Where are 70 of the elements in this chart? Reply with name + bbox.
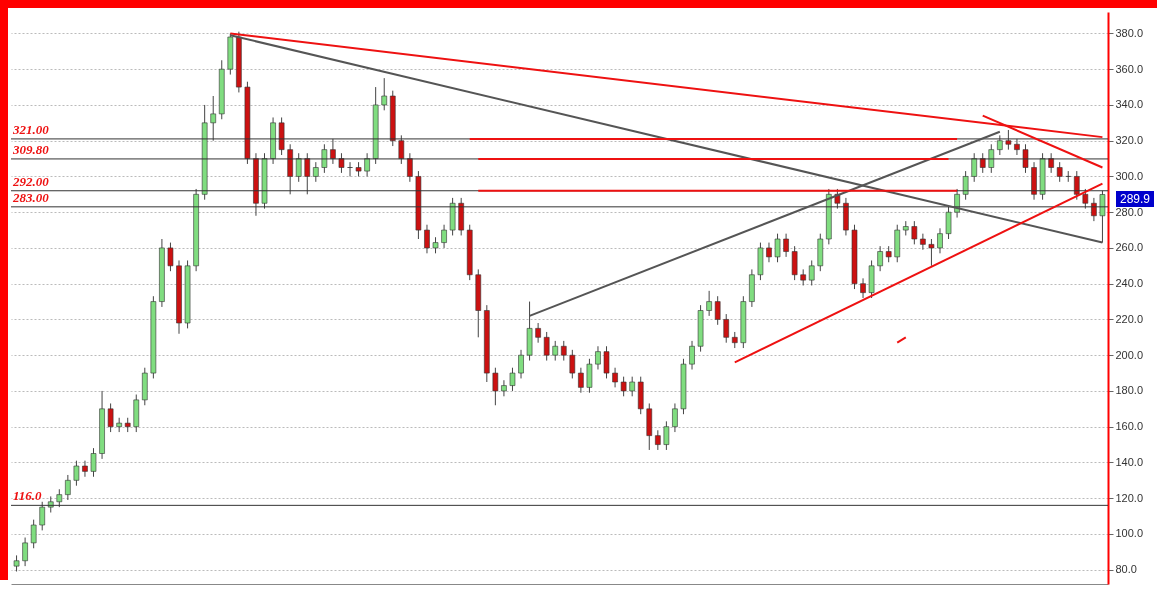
candlestick [22, 537, 28, 567]
candlestick [543, 331, 550, 362]
candlestick [552, 340, 559, 362]
ref-line-label: 321.00 [12, 121, 50, 137]
y-tick-label: 180.0 [1115, 384, 1144, 397]
candlestick [82, 460, 88, 478]
candlestick [595, 345, 601, 370]
y-tick-label: 320.0 [1115, 134, 1144, 147]
candlestick [90, 447, 97, 478]
candlestick [629, 376, 635, 397]
text: 289.9 [1116, 190, 1155, 207]
candlestick [65, 474, 71, 501]
candlestick [860, 277, 866, 299]
y-tick-label: 260.0 [1115, 241, 1144, 254]
candlestick [655, 429, 661, 451]
candlestick [723, 313, 730, 344]
candlestick [381, 77, 388, 111]
candlestick [492, 367, 499, 406]
candlestick [766, 242, 772, 263]
candlestick [808, 259, 815, 286]
candlestick [578, 367, 584, 394]
y-tick-label: 140.0 [1115, 455, 1144, 468]
y-tick-label: 360.0 [1115, 62, 1144, 75]
candlestick [313, 161, 319, 183]
ref-line-label: 309.80 [12, 141, 50, 157]
ref-line-label: 116.0 [13, 488, 43, 504]
candlestick [937, 227, 943, 254]
candlestick [672, 402, 678, 433]
candlestick [1056, 161, 1063, 183]
ref-line-label: 292.00 [12, 173, 50, 189]
candlestick [441, 224, 447, 249]
candlestick [107, 402, 114, 433]
ref-line-label: 283.00 [12, 189, 50, 205]
y-tick-label: 240.0 [1115, 277, 1144, 290]
y-tick-label: 380.0 [1115, 26, 1144, 39]
candlestick [603, 345, 610, 379]
candlestick [612, 367, 618, 388]
candlestick [774, 233, 781, 263]
candlestick [167, 242, 174, 272]
candlestick [620, 376, 627, 397]
candlestick [877, 245, 883, 272]
candlestick [535, 322, 541, 344]
candlestick [911, 220, 918, 245]
y-tick-label: 120.0 [1115, 491, 1144, 504]
candlestick [928, 238, 935, 267]
y-tick-label: 280.0 [1115, 205, 1144, 218]
candlestick [783, 233, 789, 258]
candlestick [920, 233, 926, 251]
y-tick-label: 300.0 [1115, 169, 1144, 182]
y-tick-label: 160.0 [1115, 420, 1144, 433]
candlestick [706, 290, 712, 317]
candlestick [714, 295, 721, 326]
candlestick [663, 420, 670, 451]
candlestick [509, 367, 516, 392]
candlestick [518, 349, 524, 379]
candlestick [569, 349, 576, 379]
y-tick-label: 340.0 [1115, 98, 1144, 111]
candlestick [586, 358, 593, 394]
candlestick [424, 224, 430, 254]
candlestick [73, 460, 80, 487]
y-tick-label: 220.0 [1115, 312, 1144, 325]
candlestick [791, 245, 798, 281]
y-tick-label: 80.0 [1115, 563, 1137, 576]
candlestick [560, 340, 567, 362]
candlestick [945, 206, 952, 240]
candlestick [689, 340, 695, 370]
y-tick-label: 200.0 [1115, 348, 1144, 361]
y-tick-label: 100.0 [1115, 527, 1144, 540]
candlestick [501, 379, 507, 397]
candlestick [30, 519, 37, 549]
